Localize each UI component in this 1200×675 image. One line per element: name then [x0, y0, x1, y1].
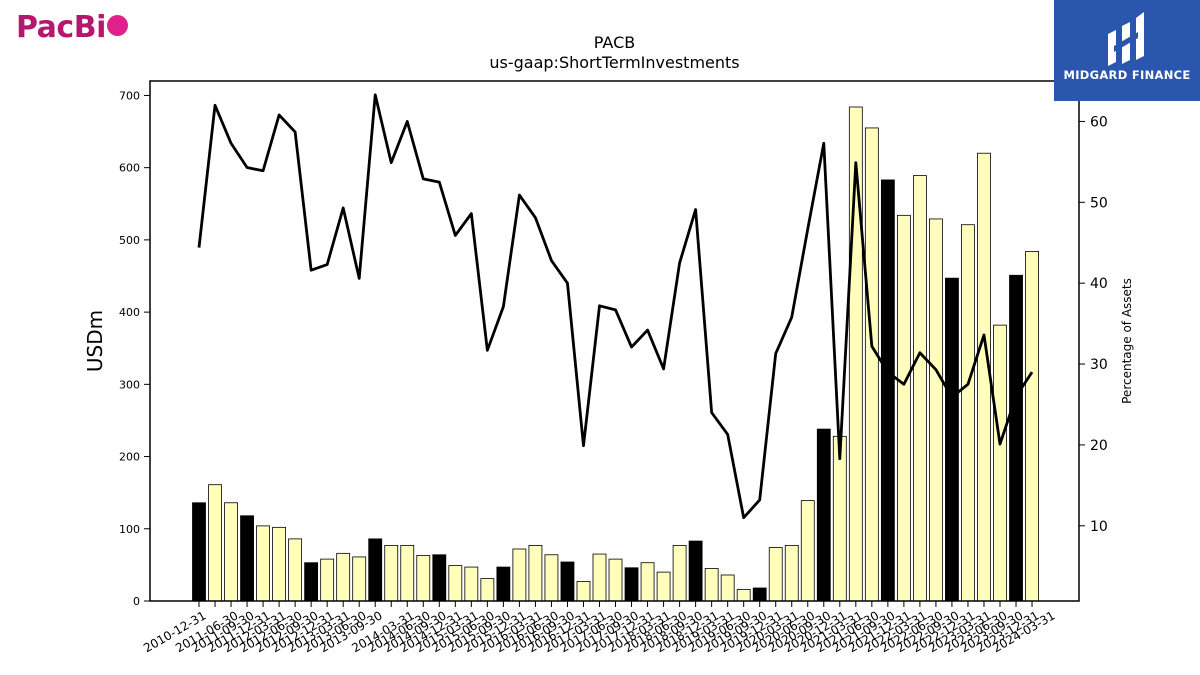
y2-tick-label: 40: [1090, 276, 1108, 292]
bar-2022-09-30: [945, 277, 959, 602]
bar-2018-12-31: [704, 568, 719, 602]
bar-2021-12-31: [896, 214, 911, 602]
bar-2022-12-31: [961, 224, 975, 602]
bar-2012-06-30: [288, 538, 303, 602]
y2-tick-label: 10: [1090, 519, 1108, 535]
pacbio-logo-text: PacBi: [16, 10, 106, 45]
bar-2013-12-31: [384, 544, 399, 602]
bar-2020-06-30: [800, 500, 815, 602]
bar-2020-09-30: [816, 428, 831, 602]
y-tick-label: 100: [119, 523, 140, 536]
bar-2013-06-30: [352, 556, 367, 602]
bar-2014-12-31: [448, 565, 463, 602]
bar-2020-03-31: [784, 544, 799, 602]
bar-2019-03-31: [720, 574, 735, 602]
bar-2018-09-30: [688, 540, 703, 602]
bar-2023-09-30: [1009, 274, 1023, 602]
y2-tick-label: 20: [1090, 438, 1108, 454]
bar-2016-09-30: [560, 561, 575, 602]
bar-2016-03-31: [528, 544, 543, 602]
left-axis-ticks: 0 100 200 300 400 500 600 700: [119, 89, 150, 608]
bar-2014-06-30: [416, 555, 431, 602]
bar-2017-12-31: [640, 562, 655, 602]
midgard-finance-logo-text: MIDGARD FINANCE: [1063, 68, 1191, 82]
y-tick-label: 0: [133, 595, 140, 608]
y-tick-label: 500: [119, 234, 140, 247]
y-tick-label: 400: [119, 306, 140, 319]
y-tick-label: 300: [119, 378, 140, 391]
bar-2019-09-30: [752, 587, 767, 602]
x-axis-ticks: 2010-12-312011-06-302011-09-302011-12-31…: [141, 601, 1058, 655]
bar-2012-12-31: [320, 558, 335, 602]
bar-2017-06-30: [608, 558, 623, 602]
bar-series: [192, 106, 1039, 602]
midgard-finance-logo: MIDGARD FINANCE: [1054, 0, 1200, 101]
bar-2014-03-31: [400, 544, 415, 602]
bar-2015-12-31: [512, 548, 527, 602]
y-axis-label: USDm: [83, 310, 107, 372]
bar-2011-06-30: [224, 502, 238, 602]
bar-2017-03-31: [592, 553, 607, 602]
bar-2021-09-30: [880, 179, 895, 602]
percentage-line: [197, 93, 1034, 520]
bar-2018-06-30: [672, 544, 687, 602]
bar-2022-06-30: [929, 218, 943, 602]
bar-2023-06-30: [993, 324, 1007, 602]
bar-2023-03-31: [977, 152, 991, 602]
y-tick-label: 600: [119, 162, 140, 175]
midgard-finance-emblem-icon: [1108, 12, 1144, 66]
bar-2016-06-30: [544, 554, 559, 602]
y2-tick-label: 60: [1090, 114, 1108, 130]
bar-2010-12-31: [192, 502, 206, 602]
bar-2018-03-31: [656, 571, 671, 602]
percentage-line-series: [197, 93, 1034, 520]
bar-2016-12-31: [576, 581, 591, 602]
bar-2012-09-30: [304, 562, 319, 602]
chart-subtitle: us-gaap:ShortTermInvestments: [489, 53, 739, 72]
chart-title: PACB: [594, 33, 635, 52]
bar-2015-06-30: [480, 578, 495, 602]
bar-2011-12-31: [256, 525, 270, 602]
bar-2011-09-30: [240, 515, 254, 602]
y2-tick-label: 30: [1090, 357, 1108, 373]
plot-frame: [149, 80, 1080, 602]
bar-2023-12-31: [1025, 251, 1039, 602]
y-tick-label: 700: [119, 89, 140, 102]
bar-2017-09-30: [624, 567, 639, 602]
bar-2020-12-31: [832, 435, 847, 602]
pacbio-logo-dot: [106, 15, 128, 36]
pacbio-logo: PacBi: [16, 10, 128, 45]
y-tick-label: 200: [119, 451, 140, 464]
bar-2014-09-30: [432, 554, 447, 602]
bar-2021-06-30: [864, 127, 879, 602]
bar-2019-06-30: [736, 589, 751, 602]
bar-2011-03-31: [208, 484, 222, 602]
bar-2013-03-31: [336, 552, 351, 602]
bar-2019-12-31: [768, 547, 783, 602]
bar-2012-03-31: [272, 526, 287, 602]
bar-2015-03-31: [464, 566, 479, 602]
bar-2015-09-30: [496, 566, 511, 602]
y2-axis-label: Percentage of Assets: [1120, 278, 1134, 404]
bar-2022-03-31: [913, 175, 927, 602]
bar-2013-09-30: [368, 538, 383, 602]
right-axis-ticks: 10 20 30 40 50 60: [1079, 114, 1108, 535]
y2-tick-label: 50: [1090, 195, 1108, 211]
